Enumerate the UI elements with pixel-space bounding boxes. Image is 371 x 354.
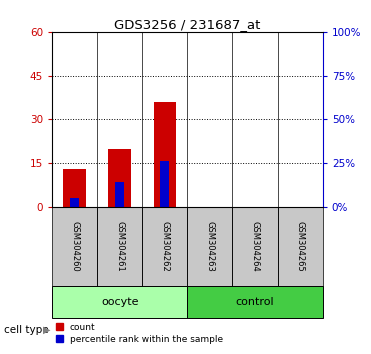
Text: GSM304265: GSM304265 [296, 221, 305, 272]
Text: GSM304263: GSM304263 [206, 221, 214, 272]
Bar [97, 207, 142, 286]
Text: GSM304264: GSM304264 [250, 221, 260, 272]
Bar [70, 198, 79, 207]
Text: ▶: ▶ [43, 325, 50, 335]
Bar [187, 286, 323, 318]
Bar [154, 102, 176, 207]
Bar [187, 207, 233, 286]
Bar [278, 207, 323, 286]
Text: cell type: cell type [4, 325, 48, 335]
Text: control: control [236, 297, 275, 307]
Bar [52, 207, 97, 286]
Text: oocyte: oocyte [101, 297, 138, 307]
Bar [115, 182, 124, 207]
Bar [108, 149, 131, 207]
Text: GSM304261: GSM304261 [115, 221, 124, 272]
Legend: count, percentile rank within the sample: count, percentile rank within the sample [56, 323, 223, 343]
Text: GSM304260: GSM304260 [70, 221, 79, 272]
Bar [160, 161, 169, 207]
Bar [142, 207, 187, 286]
Bar [233, 207, 278, 286]
Text: GSM304262: GSM304262 [160, 221, 169, 272]
Bar [52, 286, 187, 318]
Bar [63, 169, 86, 207]
Title: GDS3256 / 231687_at: GDS3256 / 231687_at [114, 18, 260, 31]
